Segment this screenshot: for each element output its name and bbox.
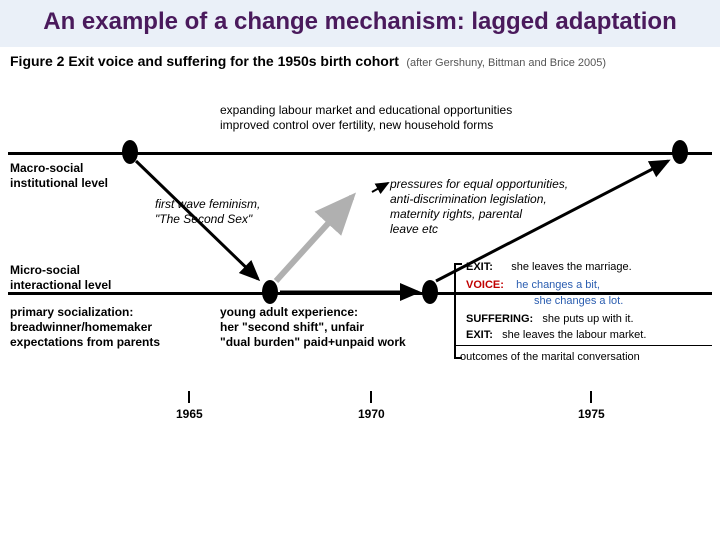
figure-caption-main: Figure 2 Exit voice and suffering for th… [10,53,399,69]
voice-label: VOICE: [466,279,504,291]
node-macro-2 [672,140,688,164]
exit1-text: she leaves the marriage. [511,261,631,273]
pressures-l2: anti-discrimination legislation, [390,192,568,207]
outcome-exit1: EXIT: she leaves the marriage. [466,261,632,275]
young-l1: young adult experience: [220,305,406,320]
macro-label-l2: institutional level [10,176,108,191]
outcome-suffering: SUFFERING: she puts up with it. [466,313,634,327]
node-macro-1 [122,140,138,164]
figure-area: Figure 2 Exit voice and suffering for th… [0,47,720,507]
micro-label-l2: interactional level [10,278,111,293]
top-context-line1: expanding labour market and educational … [220,103,512,118]
exit2-text: she leaves the labour market. [502,329,646,341]
macro-label-l1: Macro-social [10,161,108,176]
primary-l3: expectations from parents [10,335,160,350]
young-l3: "dual burden" paid+unpaid work [220,335,406,350]
micro-label-l1: Micro-social [10,263,111,278]
voice-t1: he changes a bit, [516,279,600,291]
feminism-l1: first wave feminism, [155,197,260,212]
pressures-l4: leave etc [390,222,568,237]
year-1965: 1965 [176,407,203,422]
outcomes-caption: outcomes of the marital conversation [460,351,640,365]
figure-caption: Figure 2 Exit voice and suffering for th… [10,53,606,71]
arrow-into-pressures [372,183,388,192]
feminism-l2: "The Second Sex" [155,212,260,227]
outcomes-underline [454,345,712,346]
feminism-label: first wave feminism, "The Second Sex" [155,197,260,227]
year-1970: 1970 [358,407,385,422]
exit1-label: EXIT: [466,261,493,273]
node-micro-2 [422,280,438,304]
pressures-l3: maternity rights, parental [390,207,568,222]
tick-1965 [188,391,190,403]
primary-block: primary socialization: breadwinner/homem… [10,305,160,350]
primary-l2: breadwinner/homemaker [10,320,160,335]
tick-1975 [590,391,592,403]
outcome-voice: VOICE: he changes a bit, [466,279,600,293]
voice-t2: she changes a lot. [534,295,623,309]
young-block: young adult experience: her "second shif… [220,305,406,350]
page-title: An example of a change mechanism: lagged… [20,8,700,37]
top-context-line2: improved control over fertility, new hou… [220,118,512,133]
macro-label: Macro-social institutional level [10,161,108,191]
micro-label: Micro-social interactional level [10,263,111,293]
arrow-micro1-up-gray [276,197,352,281]
suffering-label: SUFFERING: [466,313,533,325]
top-context: expanding labour market and educational … [220,103,512,133]
figure-caption-note: (after Gershuny, Bittman and Brice 2005) [406,57,606,69]
node-micro-1 [262,280,278,304]
tick-1970 [370,391,372,403]
young-l2: her "second shift", unfair [220,320,406,335]
macro-line [8,152,712,155]
outcome-exit2: EXIT: she leaves the labour market. [466,329,646,343]
exit2-label: EXIT: [466,329,493,341]
suffering-text: she puts up with it. [542,313,633,325]
title-band: An example of a change mechanism: lagged… [0,0,720,47]
pressures-l1: pressures for equal opportunities, [390,177,568,192]
primary-l1: primary socialization: [10,305,160,320]
pressures-label: pressures for equal opportunities, anti-… [390,177,568,237]
year-1975: 1975 [578,407,605,422]
